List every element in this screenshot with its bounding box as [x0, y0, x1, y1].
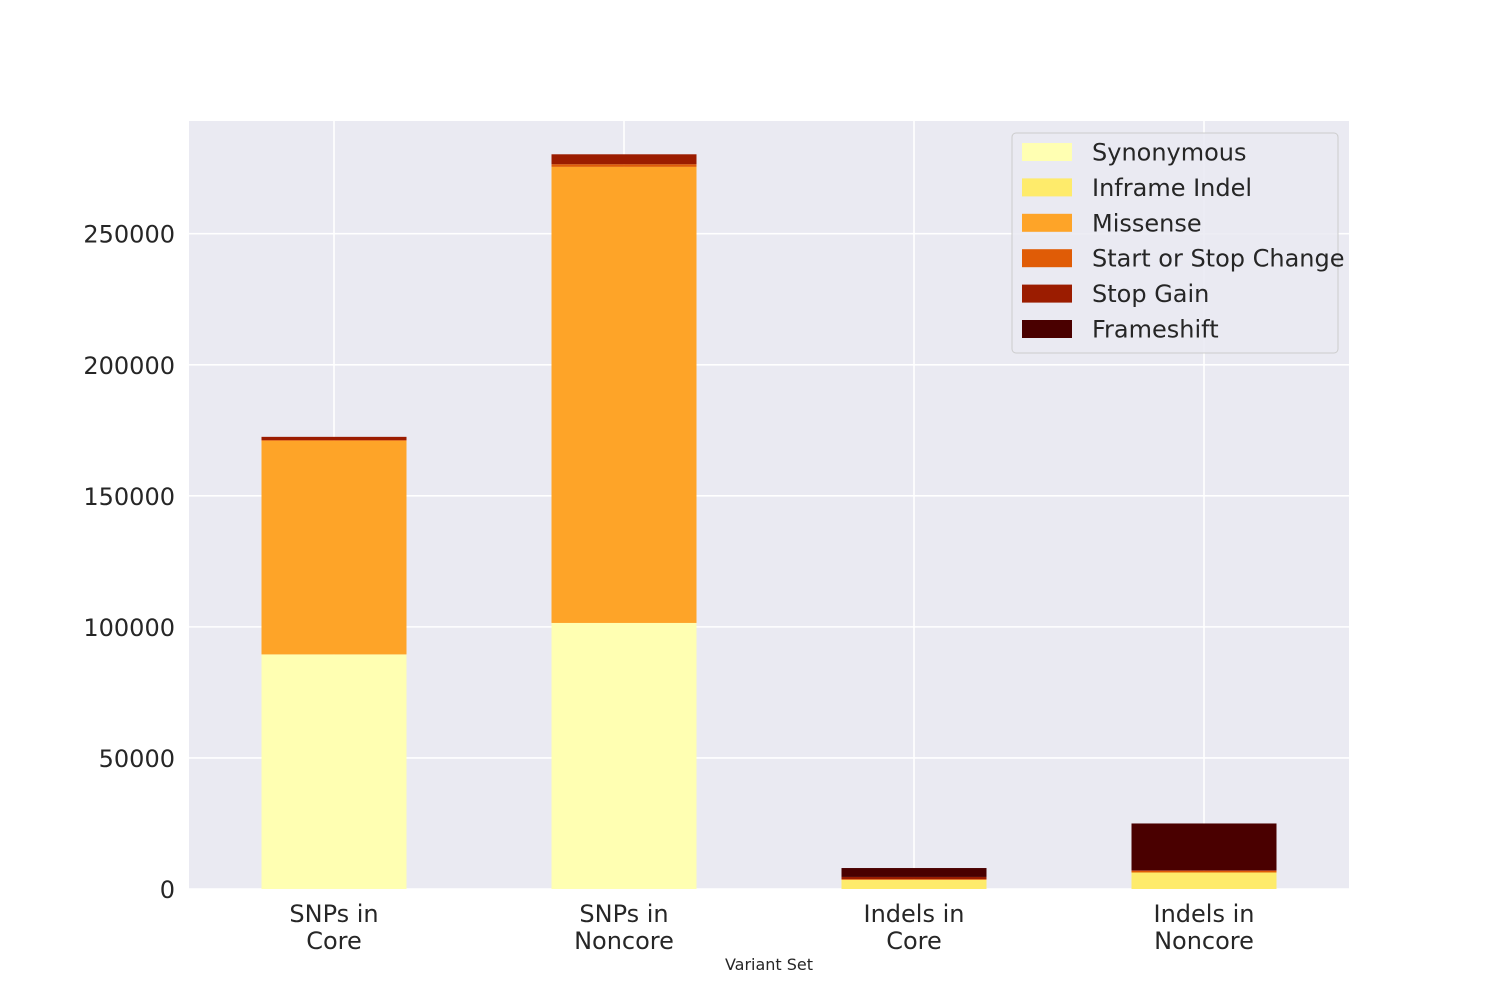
legend: Synonymous Inframe Indel Missense Start or … — [1011, 132, 1345, 354]
legend-swatch-2 — [1022, 213, 1072, 232]
y-tick-label-1: 50000 — [99, 745, 175, 773]
bar-3-series-4 — [1131, 870, 1277, 871]
legend-swatch-5 — [1022, 320, 1072, 338]
legend-swatch-4 — [1022, 284, 1072, 303]
legend-swatch-0 — [1022, 143, 1072, 161]
legend-frame — [1011, 132, 1339, 354]
x-tick-label-0: SNPs in Core — [289, 900, 378, 955]
y-tick-label-2: 100000 — [83, 614, 175, 642]
x-tick-label-2: Indels in Core — [864, 900, 965, 955]
legend-label-4: Stop Gain — [1092, 280, 1209, 308]
y-tick-label-4: 200000 — [83, 352, 175, 380]
bar-1-series-2 — [551, 166, 697, 623]
legend-label-0: Synonymous — [1092, 139, 1247, 167]
bar-2-series-5 — [841, 868, 987, 877]
x-axis-title: Variant Set — [725, 955, 813, 974]
bar-0-series-4 — [261, 436, 407, 440]
bar-1-series-0 — [551, 622, 697, 889]
y-tick-label-5: 250000 — [83, 221, 175, 249]
y-tick-label-0: 0 — [160, 876, 175, 904]
bars — [261, 154, 1277, 889]
bar-2-series-1 — [841, 879, 987, 889]
bar-1-series-3 — [551, 164, 697, 167]
bar-2-series-4 — [841, 876, 987, 880]
legend-label-5: Frameshift — [1092, 316, 1219, 344]
bar-1-series-4 — [551, 154, 697, 165]
legend-swatch-1 — [1022, 178, 1072, 197]
x-tick-label-1: SNPs in Noncore — [574, 900, 674, 955]
bar-3-series-3 — [1131, 870, 1277, 873]
bar-3-series-1 — [1131, 872, 1277, 889]
y-tick-label-3: 150000 — [83, 483, 175, 511]
legend-label-3: Start or Stop Change — [1092, 245, 1345, 273]
legend-label-2: Missense — [1092, 209, 1202, 237]
bar-2-series-3 — [841, 879, 987, 880]
x-tick-label-3: Indels in Noncore — [1154, 900, 1255, 955]
bar-3-series-5 — [1131, 823, 1277, 871]
bar-0-series-2 — [261, 440, 407, 655]
bar-0-series-0 — [261, 654, 407, 889]
legend-label-1: Inframe Indel — [1092, 174, 1252, 202]
y-axis: 0 50000 100000 150000 200000 250000 — [83, 221, 175, 904]
legend-swatch-3 — [1022, 249, 1072, 268]
x-axis: SNPs in Core SNPs in Noncore Indels in Core In… — [289, 900, 1254, 955]
bar-0-series-3 — [261, 439, 407, 441]
